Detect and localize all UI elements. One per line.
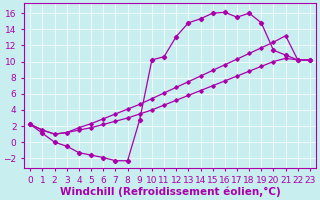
X-axis label: Windchill (Refroidissement éolien,°C): Windchill (Refroidissement éolien,°C) bbox=[60, 186, 281, 197]
